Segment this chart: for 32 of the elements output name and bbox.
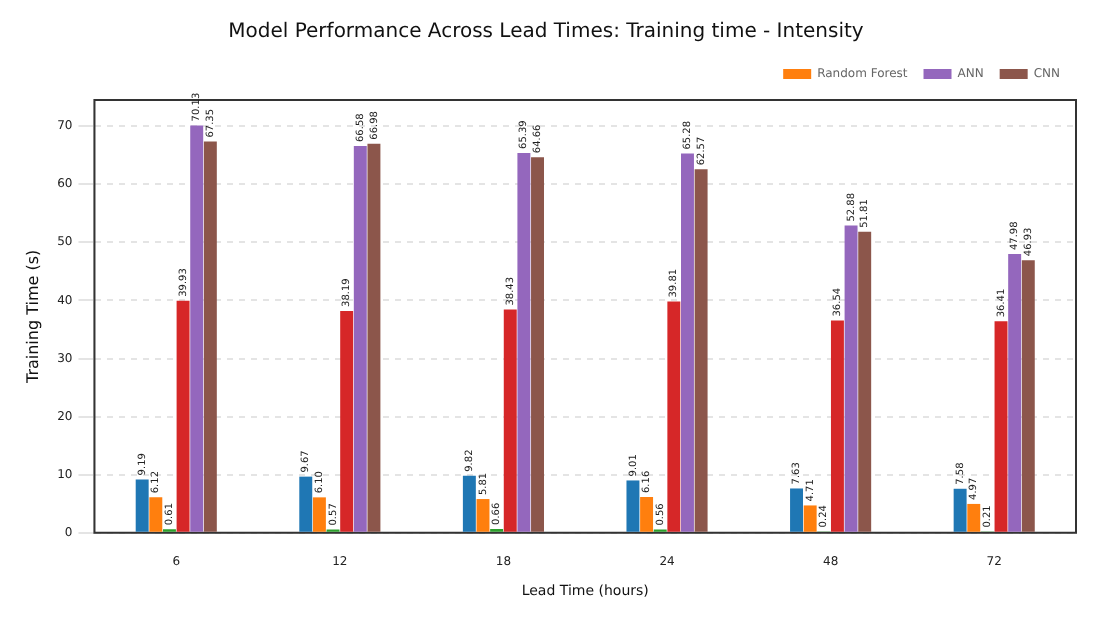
bar: [190, 125, 204, 532]
bar: [694, 169, 708, 532]
bar: [830, 320, 844, 532]
bar: [149, 497, 163, 532]
bar: [1021, 260, 1035, 532]
bar: [462, 475, 476, 532]
bar: [994, 321, 1008, 532]
y-axis-title: Training Time (s): [23, 249, 42, 386]
bar: [681, 153, 694, 532]
bar: [967, 503, 981, 532]
bar: [626, 480, 640, 532]
bar: [203, 141, 217, 532]
bar: [953, 488, 967, 532]
bar: [353, 146, 367, 532]
bar: [367, 143, 381, 532]
chart-title: Model Performance Across Lead Times: Training time - Intensity: [228, 21, 864, 44]
bar: [858, 231, 872, 532]
bar: [312, 497, 326, 532]
bar: [503, 309, 517, 532]
bar: [340, 310, 354, 532]
bar: [640, 497, 654, 532]
bar: [1008, 254, 1022, 532]
bar: [844, 225, 858, 532]
bar: [803, 505, 817, 532]
bar: [517, 152, 531, 532]
bar: [531, 157, 544, 532]
bar: [790, 488, 804, 532]
bar: [299, 476, 313, 532]
bar: [176, 300, 190, 532]
bar: [667, 301, 681, 532]
bar: [135, 479, 149, 532]
bar: [476, 499, 490, 532]
